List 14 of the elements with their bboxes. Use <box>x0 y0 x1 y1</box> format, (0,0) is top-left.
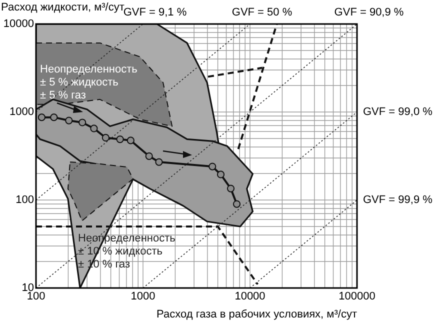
series-label: GVF = 90,9 % <box>334 6 404 19</box>
x-tick-label: 1000 <box>130 290 156 303</box>
series-label: GVF = 9,1 % <box>123 6 187 19</box>
y-axis-title: Расход жидкости, м³/сут <box>1 2 124 14</box>
annotation: Неопределенность ± 5 % жидкость ± 5 % газ <box>40 63 138 102</box>
series-label: GVF = 50 % <box>232 6 292 19</box>
x-tick-label: 10000 <box>234 290 266 303</box>
y-tick-label: 100 <box>16 194 34 206</box>
series-label: GVF = 99,9 % <box>363 194 433 206</box>
x-axis-title: Расход газа в рабочих условиях, м³/сут <box>156 308 357 320</box>
y-tick-label: 10000 <box>3 18 34 30</box>
x-tick-label: 100000 <box>338 290 376 303</box>
series-label: GVF = 99,0 % <box>363 106 433 118</box>
y-tick-label: 1000 <box>10 106 34 118</box>
